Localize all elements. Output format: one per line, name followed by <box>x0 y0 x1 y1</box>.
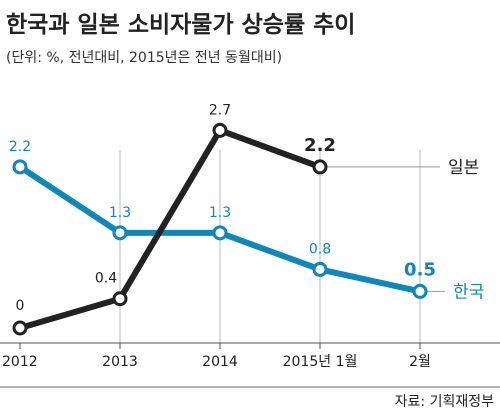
source-note: 자료: 기획재정부 <box>395 394 494 410</box>
data-label: 2.2 <box>9 139 31 155</box>
x-tick-label: 2월 <box>409 354 431 370</box>
series-japan: 일본 0 0.4 2.7 2.2 <box>12 102 479 336</box>
data-point <box>12 159 28 175</box>
data-point <box>12 320 28 336</box>
data-point <box>412 283 428 299</box>
x-tick-labels: 2012 2013 2014 2015년 1월 2월 <box>2 354 431 370</box>
x-tick-label: 2013 <box>102 354 138 370</box>
data-point <box>212 122 228 138</box>
data-label: 1.3 <box>209 205 231 221</box>
vertical-guides <box>119 150 421 343</box>
x-tick-label: 2015년 1월 <box>283 354 358 370</box>
data-label: 1.3 <box>109 205 131 221</box>
x-ticks <box>19 343 421 349</box>
data-label: 2.2 <box>304 135 336 156</box>
data-point <box>212 225 228 241</box>
data-label: 0.5 <box>404 259 436 280</box>
series-line <box>19 127 322 331</box>
data-point <box>112 225 128 241</box>
chart-subtitle: (단위: %, 전년대비, 2015년은 전년 동월대비) <box>6 50 282 66</box>
series-name-label: 일본 <box>448 158 479 178</box>
chart-title: 한국과 일본 소비자물가 상승률 추이 <box>6 12 355 38</box>
data-point <box>312 261 328 277</box>
data-label: 2.7 <box>209 102 231 118</box>
x-tick-label: 2014 <box>202 354 238 370</box>
data-label: 0.8 <box>309 241 331 257</box>
series-name-label: 한국 <box>453 282 484 302</box>
series-korea: 한국 2.2 1.3 1.3 0.8 0.5 <box>9 139 484 302</box>
data-label: 0.4 <box>95 271 117 287</box>
data-label: 0 <box>16 298 25 314</box>
data-point <box>312 159 328 175</box>
x-tick-label: 2012 <box>2 354 38 370</box>
series-layer: 한국 2.2 1.3 1.3 0.8 0.5 일본 0 0.4 2.7 2.2 <box>9 102 484 336</box>
data-point <box>112 291 128 307</box>
